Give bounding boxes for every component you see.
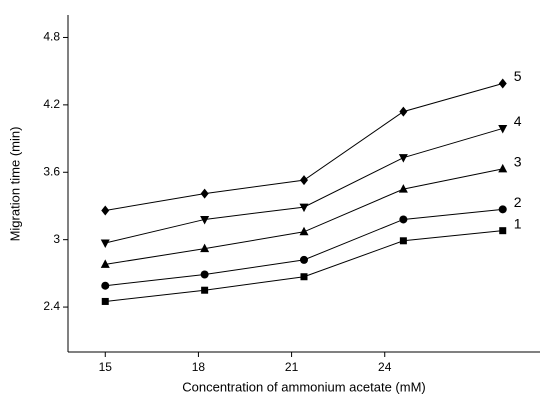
series-label: 1 <box>514 215 522 231</box>
x-tick-label: 15 <box>99 360 113 374</box>
marker <box>201 286 209 294</box>
marker <box>300 175 308 186</box>
marker <box>101 281 110 290</box>
marker <box>498 78 507 89</box>
marker <box>100 239 110 249</box>
marker <box>398 184 408 193</box>
marker <box>300 273 308 281</box>
series-label: 3 <box>514 154 522 170</box>
marker <box>498 163 508 173</box>
series-line <box>105 230 503 302</box>
y-tick-label: 4.2 <box>43 97 60 111</box>
marker <box>101 205 110 216</box>
series-label: 2 <box>514 194 522 210</box>
marker <box>399 215 408 224</box>
marker <box>398 154 408 163</box>
marker <box>399 237 407 245</box>
marker <box>101 297 109 305</box>
series-label: 5 <box>514 68 522 84</box>
series-label: 4 <box>514 113 522 129</box>
y-tick-label: 4.8 <box>43 30 60 44</box>
marker <box>200 270 209 279</box>
marker <box>200 188 209 199</box>
x-tick-label: 24 <box>378 360 392 374</box>
marker <box>100 259 110 268</box>
marker <box>499 227 507 235</box>
x-axis-title: Concentration of ammonium acetate (mM) <box>182 379 425 394</box>
x-tick-label: 21 <box>285 360 299 374</box>
marker <box>399 106 408 117</box>
marker <box>299 226 309 236</box>
y-tick-label: 3 <box>53 232 60 246</box>
series-line <box>105 83 503 211</box>
y-tick-label: 3.6 <box>43 164 60 178</box>
series-line <box>105 127 503 244</box>
x-tick-label: 18 <box>192 360 206 374</box>
marker <box>498 124 508 134</box>
marker <box>299 203 309 213</box>
y-axis-title: Migration time (min) <box>7 127 22 242</box>
marker <box>200 243 210 253</box>
marker <box>200 215 210 225</box>
marker <box>300 255 308 264</box>
marker <box>498 205 507 214</box>
y-tick-label: 2.4 <box>43 299 60 313</box>
